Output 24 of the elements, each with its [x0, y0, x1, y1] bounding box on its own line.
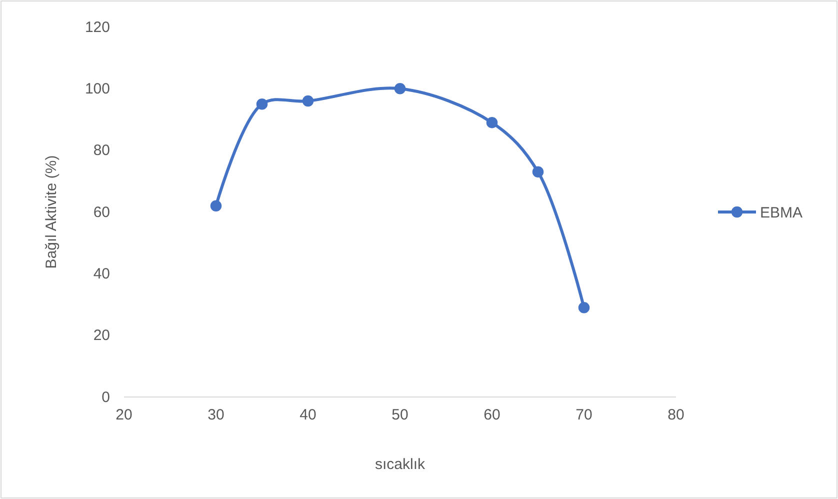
point	[486, 116, 498, 128]
y-tick-label: 40	[93, 265, 110, 282]
y-tick-label: 120	[84, 18, 110, 36]
y-axis-title: Bağıl Aktivite (%)	[43, 155, 60, 269]
point	[256, 98, 268, 110]
x-tick-label: 70	[576, 406, 592, 424]
point	[578, 302, 590, 314]
point	[210, 200, 222, 212]
y-tick-label: 80	[93, 142, 110, 160]
x-tick-label: 30	[208, 406, 224, 424]
y-tick-label: 20	[93, 327, 110, 344]
x-axis-title: sıcaklık	[374, 456, 426, 473]
y-tick-label: 0	[102, 388, 110, 406]
x-tick-label: 50	[392, 406, 408, 424]
y-tick-label: 60	[93, 204, 110, 221]
x-tick-label: 20	[116, 406, 132, 424]
point	[302, 95, 314, 107]
x-tick-label: 40	[300, 406, 316, 424]
legend-label: EBMA	[760, 204, 803, 222]
x-tick-label: 80	[668, 406, 684, 424]
point	[394, 83, 406, 94]
y-tick-label: 100	[84, 80, 110, 98]
x-tick-label: 60	[484, 406, 500, 424]
point	[532, 166, 544, 178]
